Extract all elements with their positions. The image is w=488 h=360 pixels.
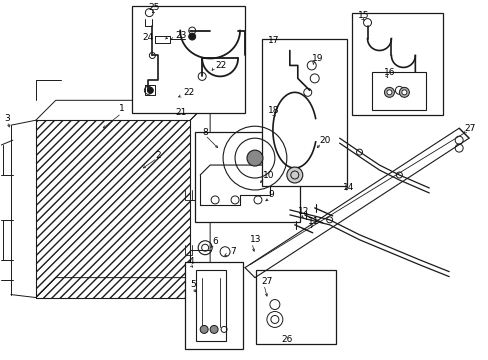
Text: 5: 5 — [190, 280, 196, 289]
Text: 9: 9 — [267, 190, 273, 199]
Text: 25: 25 — [148, 3, 160, 12]
Bar — [351, 13, 442, 115]
Text: 7: 7 — [229, 247, 235, 256]
Bar — [185, 262, 243, 349]
Text: 27: 27 — [261, 277, 272, 286]
Circle shape — [384, 87, 394, 97]
Circle shape — [147, 87, 153, 93]
Text: 3: 3 — [4, 114, 10, 123]
Bar — [132, 6, 244, 113]
Circle shape — [401, 90, 406, 95]
Text: 2: 2 — [155, 150, 161, 159]
Circle shape — [188, 33, 195, 40]
Text: 26: 26 — [281, 335, 293, 344]
Circle shape — [210, 325, 218, 333]
Bar — [36, 120, 190, 298]
Circle shape — [200, 325, 208, 333]
Text: 12: 12 — [297, 207, 308, 216]
Text: 6: 6 — [212, 237, 218, 246]
Text: 21: 21 — [175, 108, 186, 117]
Text: 11: 11 — [307, 217, 319, 226]
Bar — [262, 39, 346, 186]
Text: 24: 24 — [142, 33, 153, 42]
Bar — [195, 132, 299, 222]
Text: 15: 15 — [357, 11, 368, 20]
Text: 18: 18 — [267, 106, 279, 115]
Text: 19: 19 — [311, 54, 323, 63]
Bar — [255, 270, 335, 345]
Text: 10: 10 — [263, 171, 274, 180]
Circle shape — [399, 87, 408, 97]
Text: 1: 1 — [118, 104, 124, 113]
Text: 20: 20 — [319, 136, 330, 145]
Bar — [371, 72, 426, 110]
Text: 14: 14 — [342, 184, 353, 193]
Text: 8: 8 — [202, 128, 207, 137]
Text: 4: 4 — [188, 257, 193, 266]
Text: 13: 13 — [249, 235, 261, 244]
Text: 16: 16 — [383, 68, 394, 77]
Text: 22: 22 — [215, 61, 226, 70]
Circle shape — [386, 90, 391, 95]
Text: 22: 22 — [183, 88, 194, 97]
Circle shape — [246, 150, 263, 166]
Text: 23: 23 — [175, 31, 186, 40]
Text: 27: 27 — [463, 124, 474, 133]
Circle shape — [286, 167, 302, 183]
Text: 17: 17 — [267, 36, 279, 45]
Bar — [196, 270, 225, 341]
